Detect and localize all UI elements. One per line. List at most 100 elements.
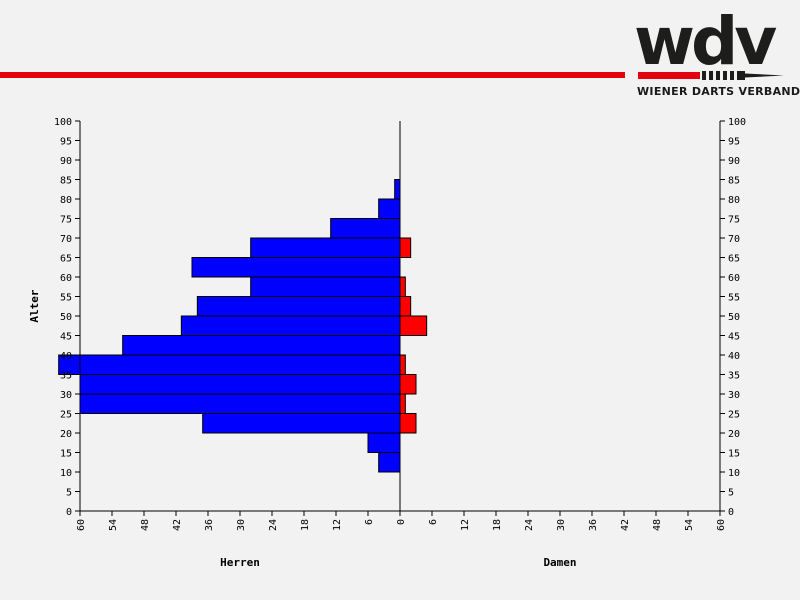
ytick-label-left-60: 60 (60, 273, 72, 284)
xtick-label-5: 30 (236, 519, 247, 531)
logo-word: wdv (634, 3, 777, 80)
ytick-label-left-30: 30 (60, 390, 72, 401)
bar-herren-10 (378, 452, 401, 473)
bar-herren-15 (367, 432, 401, 453)
bar-damen-50 (399, 296, 412, 317)
ytick-label-left-35: 35 (60, 371, 72, 382)
xtick-label-7: 18 (300, 519, 311, 531)
xtick-label-16: 36 (588, 519, 599, 531)
xtick-label-14: 24 (524, 519, 535, 531)
bar-herren-25 (79, 393, 401, 414)
ytick-label-left-70: 70 (60, 234, 72, 245)
ytick-label-right-70: 70 (728, 234, 740, 245)
header-red-line (0, 72, 625, 78)
ytick-label-left-20: 20 (60, 429, 72, 440)
axes-layer (75, 120, 725, 516)
logo-dart-block-4 (723, 71, 727, 80)
ytick-label-right-20: 20 (728, 429, 740, 440)
x-axis-title-left: Herren (220, 556, 260, 569)
ytick-label-right-40: 40 (728, 351, 740, 362)
ytick-label-left-90: 90 (60, 156, 72, 167)
ytick-label-right-85: 85 (728, 176, 740, 187)
ytick-label-right-15: 15 (728, 449, 740, 460)
bar-herren-50 (196, 296, 401, 317)
ytick-label-left-75: 75 (60, 215, 72, 226)
xtick-label-17: 42 (620, 519, 631, 531)
bar-herren-60 (191, 257, 401, 278)
ytick-label-left-85: 85 (60, 176, 72, 187)
xtick-label-4: 36 (204, 519, 215, 531)
ytick-label-right-55: 55 (728, 293, 740, 304)
ytick-label-left-25: 25 (60, 410, 72, 421)
logo-caption: WIENER DARTS VERBAND (637, 85, 800, 98)
bar-herren-70 (330, 218, 401, 239)
logo-dart-block-3 (716, 71, 720, 80)
bar-damen-45 (399, 315, 428, 336)
bar-damen-25 (399, 393, 406, 414)
ytick-label-right-80: 80 (728, 195, 740, 206)
logo-dart-block-1 (702, 71, 706, 80)
xtick-label-1: 54 (108, 519, 119, 531)
logo-dart-tip (745, 73, 784, 78)
bar-herren-20 (202, 413, 401, 434)
bar-damen-20 (399, 413, 417, 434)
ytick-label-right-35: 35 (728, 371, 740, 382)
ytick-label-left-65: 65 (60, 254, 72, 265)
bar-herren-80 (394, 179, 401, 200)
ytick-label-right-10: 10 (728, 468, 740, 479)
xtick-label-19: 54 (684, 519, 695, 531)
ytick-label-left-50: 50 (60, 312, 72, 323)
ytick-label-left-10: 10 (60, 468, 72, 479)
bar-damen-65 (399, 237, 412, 258)
ytick-label-right-0: 0 (728, 507, 734, 518)
y-axis-title: Alter (28, 289, 41, 322)
xtick-label-8: 12 (332, 519, 343, 531)
xtick-label-6: 24 (268, 519, 279, 531)
ytick-label-right-95: 95 (728, 137, 740, 148)
bar-herren-45 (180, 315, 401, 336)
ytick-label-right-60: 60 (728, 273, 740, 284)
ytick-label-right-100: 100 (728, 117, 746, 128)
xtick-label-10: 0 (396, 519, 407, 525)
ytick-label-left-95: 95 (60, 137, 72, 148)
ytick-label-left-45: 45 (60, 332, 72, 343)
logo-dart-block-6 (737, 71, 745, 80)
ytick-label-right-30: 30 (728, 390, 740, 401)
ytick-label-left-0: 0 (66, 507, 72, 518)
ytick-label-right-25: 25 (728, 410, 740, 421)
bar-damen-55 (399, 276, 406, 297)
logo-dart-block-2 (709, 71, 713, 80)
xtick-label-15: 30 (556, 519, 567, 531)
ytick-label-left-40: 40 (60, 351, 72, 362)
bar-herren-75 (378, 198, 401, 219)
ytick-label-left-15: 15 (60, 449, 72, 460)
ytick-label-left-55: 55 (60, 293, 72, 304)
ytick-label-left-5: 5 (66, 488, 72, 499)
ytick-label-right-50: 50 (728, 312, 740, 323)
bar-herren-35 (58, 354, 401, 375)
x-axis-title-right: Damen (543, 556, 576, 569)
wdv-logo: wdv (634, 3, 784, 80)
xtick-label-18: 48 (652, 519, 663, 531)
xtick-label-0: 60 (76, 519, 87, 531)
ytick-label-right-5: 5 (728, 488, 734, 499)
xtick-label-2: 48 (140, 519, 151, 531)
ytick-label-left-80: 80 (60, 195, 72, 206)
ytick-label-right-45: 45 (728, 332, 740, 343)
xtick-label-12: 12 (460, 519, 471, 531)
bar-damen-35 (399, 354, 406, 375)
ytick-label-right-65: 65 (728, 254, 740, 265)
xtick-label-13: 18 (492, 519, 503, 531)
bar-damen-30 (399, 374, 417, 395)
bar-herren-30 (79, 374, 401, 395)
logo-dart-block-5 (730, 71, 734, 80)
bars-layer (58, 179, 428, 473)
bar-herren-55 (250, 276, 401, 297)
xtick-label-9: 6 (364, 519, 375, 525)
xtick-label-11: 6 (428, 519, 439, 525)
logo-underline-red (638, 72, 700, 79)
ytick-label-left-100: 100 (54, 117, 72, 128)
ytick-label-right-90: 90 (728, 156, 740, 167)
